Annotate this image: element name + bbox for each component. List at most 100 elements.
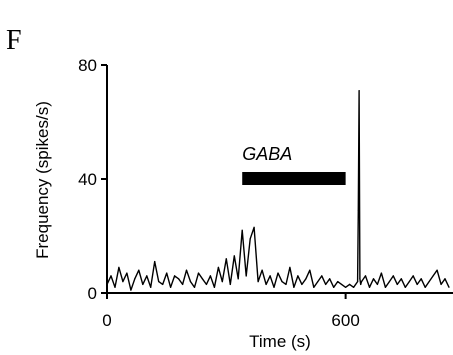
- x-tick-label: 0: [102, 311, 111, 330]
- data-point: [297, 275, 299, 277]
- data-point: [428, 281, 430, 283]
- data-point: [158, 281, 160, 283]
- data-point: [448, 286, 450, 288]
- data-point: [229, 283, 231, 285]
- y-tick-label: 80: [78, 56, 97, 75]
- data-point: [364, 275, 367, 277]
- data-point: [358, 90, 360, 92]
- x-axis-title: Time (s): [249, 332, 311, 351]
- data-point: [277, 272, 279, 274]
- data-point: [253, 226, 255, 228]
- y-tick-label: 40: [78, 170, 97, 189]
- data-point: [353, 286, 355, 288]
- data-point: [289, 266, 291, 268]
- panel-label: F: [6, 25, 22, 56]
- data-point: [122, 281, 124, 283]
- data-point: [154, 261, 156, 263]
- data-point: [178, 278, 180, 280]
- data-point: [205, 283, 207, 285]
- gaba-label: GABA: [242, 144, 292, 164]
- data-point: [359, 278, 361, 280]
- data-point: [444, 278, 446, 280]
- data-point: [197, 272, 200, 274]
- data-point: [217, 266, 219, 268]
- data-point: [245, 275, 247, 277]
- data-point: [225, 258, 227, 260]
- data-point: [388, 281, 390, 283]
- data-point: [166, 272, 168, 274]
- data-point: [281, 281, 283, 283]
- data-point: [432, 275, 434, 277]
- data-point: [345, 286, 347, 288]
- data-point: [293, 286, 295, 288]
- data-point: [412, 275, 414, 277]
- data-point: [257, 281, 259, 283]
- y-tick-label: 0: [88, 284, 97, 303]
- annotations: GABA: [242, 144, 346, 185]
- data-point: [130, 289, 132, 291]
- data-point: [118, 266, 120, 268]
- data-point: [416, 283, 418, 285]
- data-point: [384, 286, 386, 288]
- data-point: [265, 283, 267, 285]
- data-point: [420, 278, 422, 280]
- data-point: [360, 281, 363, 283]
- data-point: [110, 275, 112, 277]
- data-point: [162, 283, 164, 285]
- data-point: [321, 275, 323, 277]
- gaba-application-bar: [242, 172, 346, 185]
- data-point: [408, 281, 410, 283]
- y-axis-title: Frequency (spikes/s): [33, 101, 52, 259]
- data-point: [269, 275, 271, 277]
- frequency-trace: [106, 89, 450, 291]
- ticks: 0 40 80 0 600: [78, 56, 360, 330]
- data-point: [209, 275, 211, 277]
- data-point: [357, 281, 359, 283]
- data-point: [357, 209, 359, 211]
- data-point: [233, 255, 235, 257]
- data-point: [317, 281, 319, 283]
- data-point: [325, 283, 327, 285]
- data-point: [193, 286, 196, 288]
- data-point: [337, 281, 339, 283]
- data-point: [138, 269, 140, 271]
- data-point: [313, 286, 315, 288]
- data-point: [424, 286, 426, 288]
- data-point: [380, 272, 382, 274]
- data-point: [404, 286, 406, 288]
- data-point: [305, 278, 307, 280]
- data-point: [150, 286, 152, 288]
- data-point: [301, 283, 303, 285]
- data-point: [341, 283, 343, 285]
- data-point: [333, 286, 335, 288]
- data-point: [400, 278, 402, 280]
- data-point: [329, 278, 331, 280]
- data-point: [368, 286, 371, 288]
- data-point: [213, 286, 215, 288]
- data-point: [126, 272, 128, 274]
- data-point: [201, 278, 203, 280]
- data-point: [285, 283, 287, 285]
- data-point: [146, 275, 148, 277]
- data-point: [372, 278, 375, 280]
- data-point: [392, 275, 394, 277]
- data-point: [189, 281, 192, 283]
- data-point: [106, 283, 108, 285]
- data-point: [182, 283, 184, 285]
- data-point: [241, 229, 243, 231]
- data-point: [221, 281, 223, 283]
- data-point: [349, 283, 351, 285]
- data-point: [273, 286, 275, 288]
- data-point: [249, 238, 251, 240]
- data-point: [360, 283, 362, 285]
- data-point: [174, 275, 176, 277]
- data-point: [309, 269, 311, 271]
- data-point: [436, 269, 438, 271]
- data-point: [261, 269, 263, 271]
- x-tick-label: 600: [331, 311, 359, 330]
- data-point: [396, 283, 398, 285]
- data-point: [440, 283, 442, 285]
- data-point: [185, 269, 188, 271]
- data-point: [114, 286, 116, 288]
